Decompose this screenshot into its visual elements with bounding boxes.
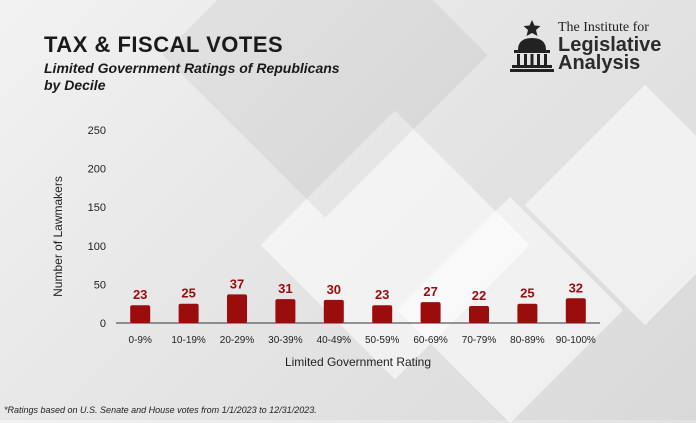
data-label: 32	[569, 280, 583, 295]
bar	[469, 306, 489, 323]
x-tick-label: 90-100%	[556, 335, 596, 346]
bar	[323, 299, 344, 323]
x-tick-label: 60-69%	[413, 335, 448, 346]
y-tick-label: 0	[100, 318, 106, 330]
x-tick-label: 30-39%	[268, 335, 303, 346]
bar	[420, 302, 441, 323]
y-tick-label: 50	[94, 279, 106, 291]
x-tick-label: 0-9%	[129, 335, 152, 346]
x-tick-label: 70-79%	[462, 335, 497, 346]
x-tick-label: 20-29%	[220, 335, 255, 346]
bar	[517, 303, 538, 323]
data-label: 22	[472, 288, 486, 303]
bar	[227, 294, 247, 323]
bar	[565, 298, 586, 323]
y-tick-label: 100	[88, 241, 106, 253]
data-label: 31	[278, 281, 292, 296]
capitol-icon	[510, 20, 554, 72]
y-tick-label: 150	[88, 202, 106, 214]
bar	[275, 299, 296, 323]
x-tick-label: 10-19%	[171, 335, 206, 346]
data-label: 37	[230, 276, 244, 291]
institute-logo: The Institute for Legislative Analysis	[508, 18, 688, 78]
x-tick-label: 40-49%	[317, 335, 352, 346]
data-label: 23	[133, 287, 147, 302]
data-label: 25	[520, 286, 534, 301]
data-label: 23	[375, 287, 389, 302]
chart-title: TAX & FISCAL VOTES	[44, 32, 284, 57]
data-label: 30	[327, 282, 341, 297]
y-axis-label: Number of Lawmakers	[51, 176, 65, 297]
data-label: 25	[181, 286, 195, 301]
logo-line-3: Analysis	[558, 52, 641, 74]
x-axis-label: Limited Government Rating	[285, 355, 431, 369]
data-label: 27	[423, 284, 437, 299]
chart-subtitle: Limited Government Ratings of Republican…	[44, 60, 340, 93]
x-tick-label: 50-59%	[365, 335, 400, 346]
bar	[372, 305, 393, 323]
y-tick-label: 200	[88, 164, 106, 176]
logo-line-2: Legislative	[558, 34, 662, 56]
y-tick-label: 250	[88, 125, 106, 137]
footnote: *Ratings based on U.S. Senate and House …	[4, 405, 317, 415]
bar	[130, 305, 151, 323]
logo-line-1: The Institute for	[558, 20, 649, 35]
x-tick-label: 80-89%	[510, 335, 545, 346]
bar	[178, 303, 199, 323]
